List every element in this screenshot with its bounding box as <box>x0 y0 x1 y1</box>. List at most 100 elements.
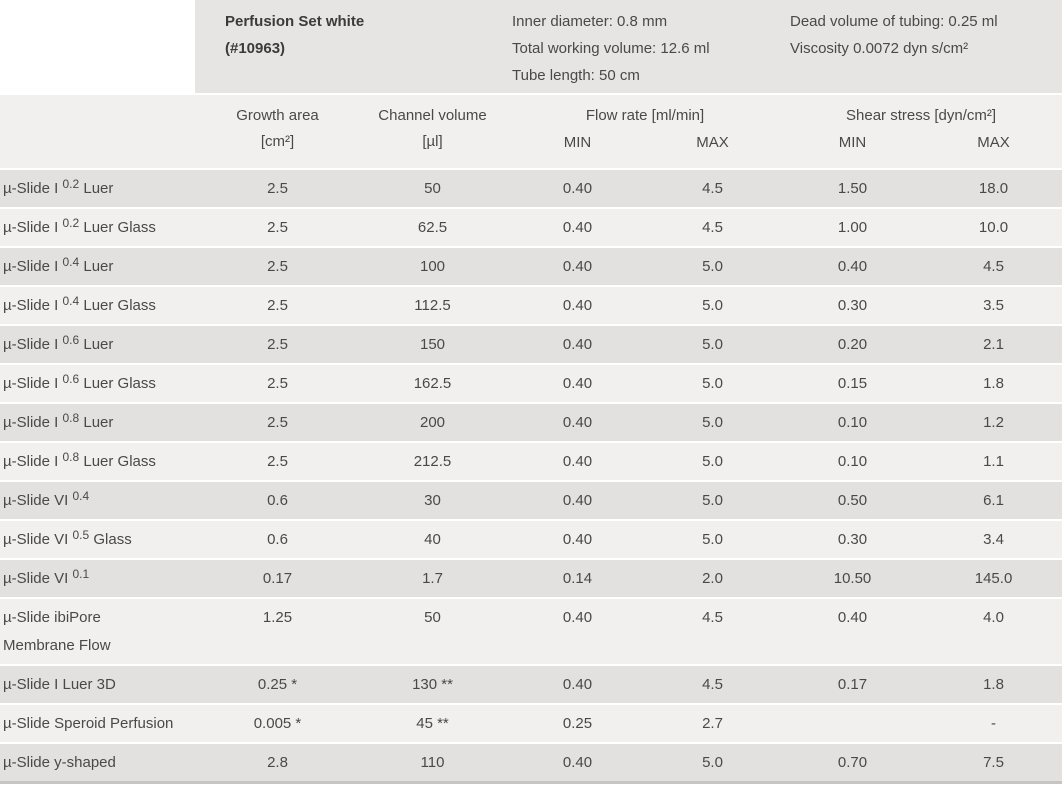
cell-shear-min: 0.50 <box>780 481 926 520</box>
table-row: µ-Slide I 0.2 Luer Glass 2.5 62.5 0.40 4.5 1.… <box>0 208 1062 247</box>
cell-flow-min: 0.40 <box>510 520 645 559</box>
row-label-superscript: 0.8 <box>62 411 80 425</box>
cell-channel: 45 ** <box>355 704 510 743</box>
table-row: µ-Slide y-shaped 2.8 110 0.40 5.0 0.70 7.5 <box>0 743 1062 783</box>
cell-flow-max: 5.0 <box>645 442 781 481</box>
cell-flow-min: 0.40 <box>510 208 645 247</box>
cell-channel: 150 <box>355 325 510 364</box>
row-label-suffix: Luer Glass <box>79 453 156 470</box>
cell-flow-max: 2.0 <box>645 559 781 598</box>
cell-flow-min: 0.25 <box>510 704 645 743</box>
cell-shear-min: 0.40 <box>780 598 926 665</box>
row-label-superscript: 0.2 <box>62 216 80 230</box>
cell-shear-max: - <box>925 704 1062 743</box>
cell-shear-min: 0.30 <box>780 286 926 325</box>
cell-channel: 100 <box>355 247 510 286</box>
col-header-channel-volume: Channel volume [µl] <box>355 95 510 169</box>
row-label: µ-Slide ibiPore Membrane Flow <box>0 598 200 665</box>
row-label: µ-Slide I 0.2 Luer <box>0 169 200 208</box>
cell-flow-min: 0.40 <box>510 598 645 665</box>
product-title-block: Perfusion Set white (#10963) <box>225 8 512 93</box>
cell-flow-min: 0.40 <box>510 481 645 520</box>
cell-shear-max: 4.0 <box>925 598 1062 665</box>
cell-flow-max: 5.0 <box>645 403 781 442</box>
spec-item-viscosity: Viscosity 0.0072 dyn s/cm² <box>790 40 969 57</box>
table-row: µ-Slide ibiPore Membrane Flow 1.25 50 0.40 4.… <box>0 598 1062 665</box>
cell-flow-min: 0.14 <box>510 559 645 598</box>
table-row: µ-Slide I 0.4 Luer 2.5 100 0.40 5.0 0.40 4.5 <box>0 247 1062 286</box>
top-header: Perfusion Set white (#10963) Inner diame… <box>0 0 1062 93</box>
row-label-text: µ-Slide I <box>3 219 63 236</box>
cell-flow-min: 0.40 <box>510 247 645 286</box>
cell-flow-min: 0.40 <box>510 325 645 364</box>
row-label-text: µ-Slide y-shaped <box>3 754 116 771</box>
cell-channel: 162.5 <box>355 364 510 403</box>
row-label-text: µ-Slide VI <box>3 570 73 587</box>
row-label: µ-Slide I 0.8 Luer Glass <box>0 442 200 481</box>
row-label-suffix: Luer Glass <box>79 297 156 314</box>
cell-channel: 40 <box>355 520 510 559</box>
cell-shear-max: 18.0 <box>925 169 1062 208</box>
cell-shear-max: 7.5 <box>925 743 1062 783</box>
row-label-superscript: 0.4 <box>62 294 80 308</box>
cell-shear-min: 1.50 <box>780 169 926 208</box>
col-header-flow-min: MIN <box>510 130 645 169</box>
row-label: µ-Slide y-shaped <box>0 743 200 783</box>
cell-shear-min: 0.30 <box>780 520 926 559</box>
row-label-text: µ-Slide ibiPore <box>3 609 101 626</box>
row-label-suffix: Luer Glass <box>79 375 156 392</box>
cell-shear-max: 1.1 <box>925 442 1062 481</box>
cell-shear-max: 1.8 <box>925 364 1062 403</box>
cell-shear-max: 145.0 <box>925 559 1062 598</box>
row-label-suffix: Luer <box>79 180 114 197</box>
col-header-shear-max: MAX <box>925 130 1062 169</box>
row-label-text: µ-Slide I Luer 3D <box>3 676 116 693</box>
table-row: µ-Slide I Luer 3D 0.25 * 130 ** 0.40 4.5 0.17… <box>0 665 1062 704</box>
cell-channel: 1.7 <box>355 559 510 598</box>
cell-growth: 2.5 <box>200 325 355 364</box>
cell-shear-min: 0.15 <box>780 364 926 403</box>
spec-item-working-volume: Total working volume: 12.6 ml <box>512 40 710 57</box>
cell-flow-max: 5.0 <box>645 743 781 783</box>
cell-shear-min: 0.17 <box>780 665 926 704</box>
row-label-text: µ-Slide I <box>3 180 63 197</box>
row-label-text: µ-Slide I <box>3 414 63 431</box>
col-header-channel-label: Channel volume <box>378 107 487 124</box>
cell-channel: 130 ** <box>355 665 510 704</box>
product-number: (#10963) <box>225 40 286 57</box>
row-label-text: µ-Slide Speroid Perfusion <box>3 715 174 732</box>
cell-shear-min: 0.10 <box>780 442 926 481</box>
cell-flow-max: 2.7 <box>645 704 781 743</box>
cell-shear-min: 1.00 <box>780 208 926 247</box>
row-label-superscript: 0.1 <box>72 567 90 581</box>
cell-shear-min <box>780 704 926 743</box>
col-header-flow-rate: Flow rate [ml/min] <box>510 95 781 130</box>
row-label-superscript: 0.5 <box>72 528 90 542</box>
row-label: µ-Slide VI 0.4 <box>0 481 200 520</box>
cell-flow-max: 4.5 <box>645 665 781 704</box>
product-info-panel: Perfusion Set white (#10963) Inner diame… <box>195 0 1062 93</box>
row-label-text: µ-Slide VI <box>3 492 73 509</box>
cell-shear-max: 10.0 <box>925 208 1062 247</box>
corner-cell <box>0 95 200 169</box>
cell-shear-min: 0.20 <box>780 325 926 364</box>
cell-channel: 200 <box>355 403 510 442</box>
cell-shear-max: 4.5 <box>925 247 1062 286</box>
spec-list-a: Inner diameter: 0.8 mm Total working vol… <box>512 8 790 93</box>
row-label: µ-Slide I 0.6 Luer Glass <box>0 364 200 403</box>
row-label: µ-Slide I Luer 3D <box>0 665 200 704</box>
cell-flow-max: 5.0 <box>645 286 781 325</box>
cell-growth: 2.5 <box>200 208 355 247</box>
cell-shear-min: 0.40 <box>780 247 926 286</box>
spec-item-dead-volume: Dead volume of tubing: 0.25 ml <box>790 13 998 30</box>
cell-flow-min: 0.40 <box>510 286 645 325</box>
cell-growth: 0.17 <box>200 559 355 598</box>
row-label-text: µ-Slide I <box>3 336 63 353</box>
cell-growth: 0.6 <box>200 520 355 559</box>
row-label-suffix: Luer <box>79 414 114 431</box>
row-label: µ-Slide I 0.2 Luer Glass <box>0 208 200 247</box>
table-row: µ-Slide I 0.2 Luer 2.5 50 0.40 4.5 1.50 18.0 <box>0 169 1062 208</box>
row-label-superscript: 0.4 <box>72 489 90 503</box>
cell-growth: 2.5 <box>200 364 355 403</box>
